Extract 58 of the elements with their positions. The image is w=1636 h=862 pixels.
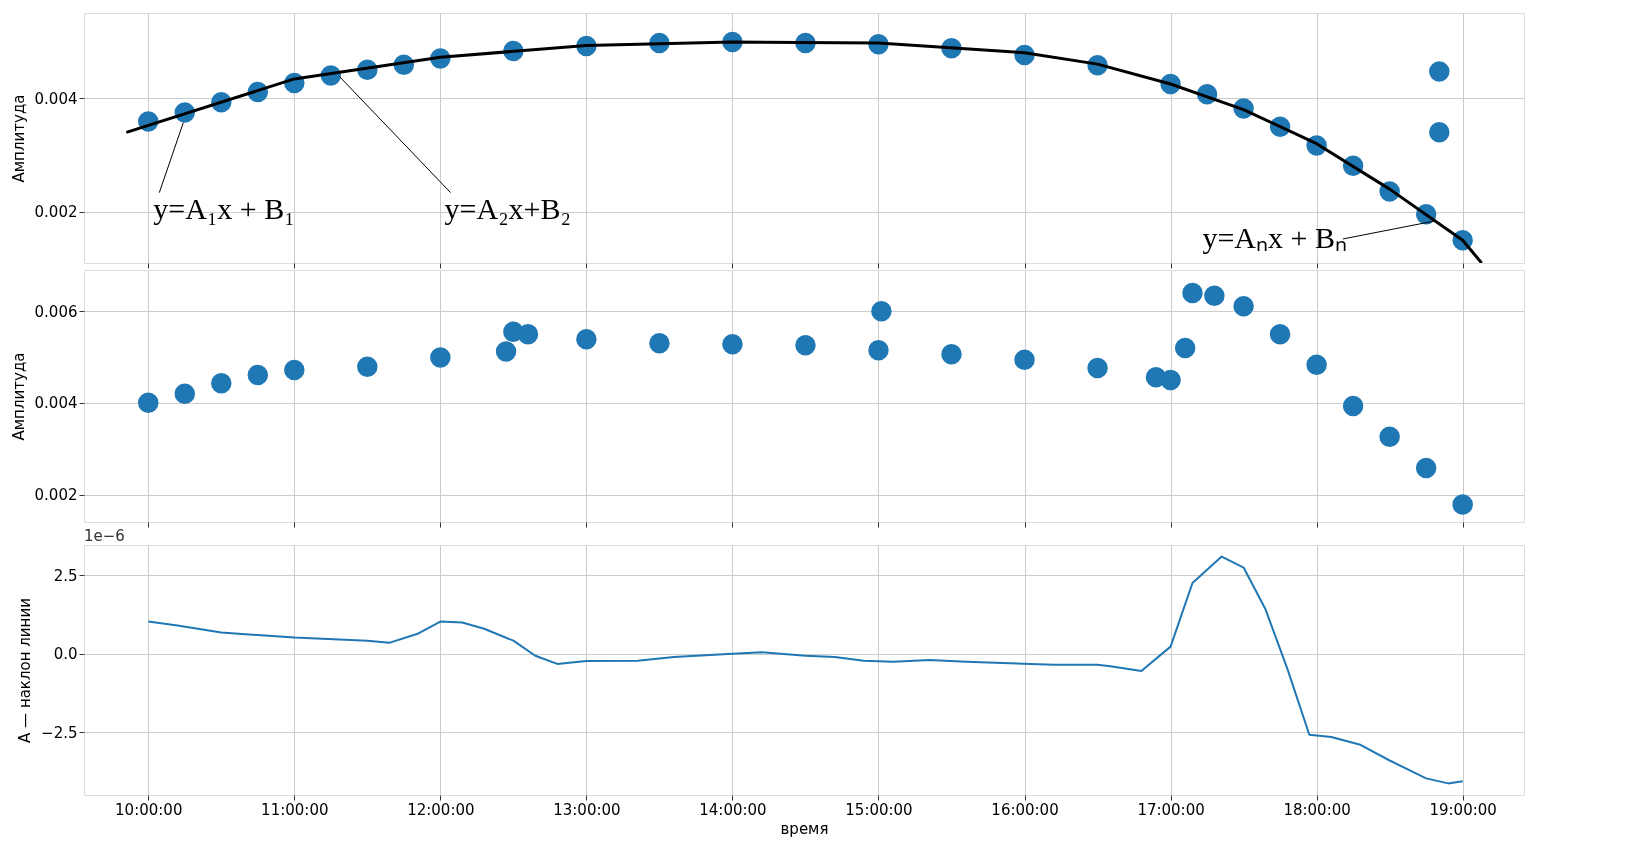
x-tick-label: 10:00:00 [115,800,183,819]
x-tick-label: 12:00:00 [407,800,475,819]
y-axis-title: A — наклон линии [16,598,35,743]
point [1429,122,1450,143]
y-tick-label: −2.5 [41,723,78,742]
y-tick-label: 2.5 [53,566,78,585]
y-tick-label: 0.002 [34,486,78,505]
point [1233,295,1254,317]
y-tick-label: 0.006 [34,302,78,321]
point [795,334,816,356]
point [1379,426,1400,447]
y-tick-label: 0.0 [53,645,78,664]
annotation: y=A₁x + B₁ [153,191,295,225]
point [576,328,597,350]
y-tick-label: 0.004 [34,89,78,108]
point [211,372,232,394]
point [649,333,670,354]
annotation: y=A₂x+B₂ [444,191,572,225]
annotation: y=Aₙx + Bₙ [1202,220,1347,254]
y-tick-label: 0.002 [34,203,78,222]
point [517,323,539,345]
text: 1e−6 [84,527,125,545]
x-tick-label: 16:00:00 [991,800,1059,819]
point [941,344,962,365]
point [1160,369,1181,391]
point [495,341,517,362]
point [1204,285,1225,306]
point [1087,357,1108,379]
point [1429,61,1450,82]
point [430,347,451,368]
x-tick-label: 15:00:00 [845,800,913,819]
x-tick-label: 14:00:00 [699,800,767,819]
x-tick-label: 13:00:00 [553,800,621,819]
point [1306,354,1327,376]
y-tick-label: 0.004 [34,394,78,413]
x-tick-label: 18:00:00 [1283,800,1351,819]
x-tick-label: 11:00:00 [261,800,329,819]
point [357,356,378,377]
y-axis-title: Амплитуда [9,94,28,183]
point [174,383,196,404]
point [1269,323,1291,345]
x-tick-label: 17:00:00 [1137,800,1205,819]
point [722,334,743,355]
x-tick-label: 19:00:00 [1429,800,1497,819]
point [1452,494,1473,515]
point [1014,349,1035,371]
point [284,359,305,381]
point [1415,457,1437,479]
y-axis-title: Амплитуда [9,352,28,441]
x-axis-title: время [780,819,829,838]
point [1182,282,1203,304]
point [138,392,159,414]
point [871,301,892,322]
point [868,339,889,361]
point [1174,337,1196,359]
point [247,364,269,386]
point [1342,395,1364,417]
line-series [147,555,1464,785]
